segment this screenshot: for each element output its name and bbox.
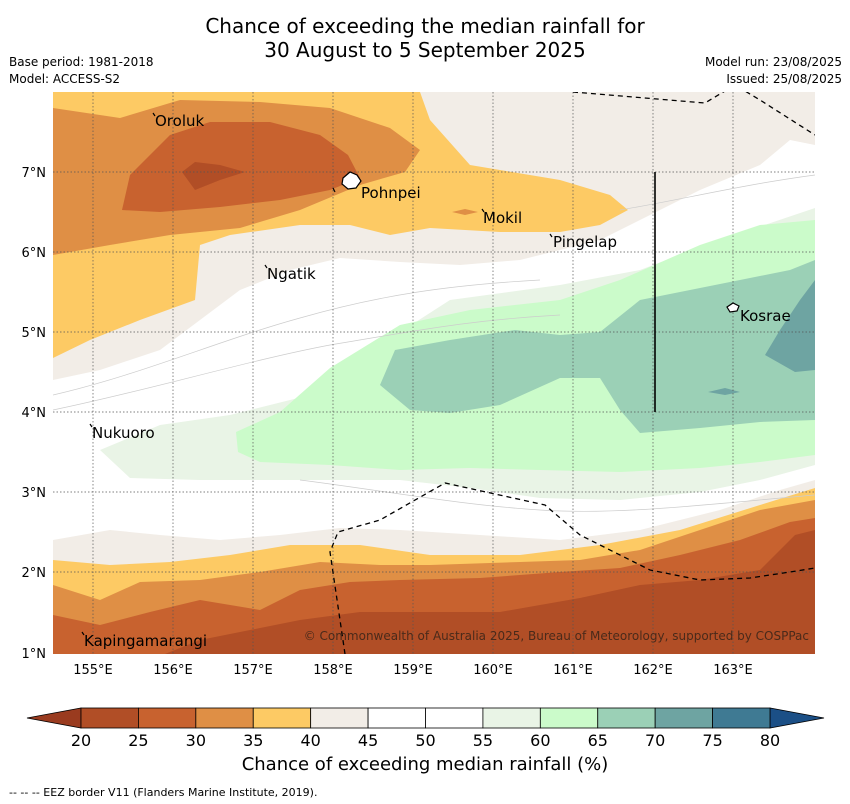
- lat-tick-labels: 1°N 2°N 3°N 4°N 5°N 6°N 7°N: [22, 166, 47, 662]
- model-name: Model: ACCESS-S2: [9, 72, 121, 86]
- contour-north-25: [122, 122, 360, 212]
- contour-mokil-patch: [452, 209, 478, 215]
- colorbar-tick-label: 80: [760, 731, 780, 750]
- colorbar-tick-label: 35: [243, 731, 263, 750]
- contour-lines: [53, 174, 815, 512]
- colorbar-over-arrow: [769, 707, 825, 729]
- place-label-pingelap: Pingelap: [553, 233, 617, 251]
- colorbar-swatch: [597, 707, 656, 729]
- rainfall-field: [53, 92, 815, 654]
- contour-south-20: [165, 530, 815, 654]
- colorbar-tick-label: 50: [415, 731, 435, 750]
- place-label-nukuoro: Nukuoro: [92, 424, 155, 442]
- colorbar-swatch: [252, 707, 312, 729]
- colorbar-tick-label: 45: [358, 731, 378, 750]
- colorbar-tick-label: 75: [702, 731, 722, 750]
- lon-tick-label: 162°E: [633, 663, 673, 678]
- lon-tick-label: 163°E: [713, 663, 753, 678]
- colorbar-under-arrow: [26, 707, 82, 729]
- colorbar-swatch: [80, 707, 139, 729]
- lon-tick-label: 158°E: [313, 663, 353, 678]
- lon-tick-label: 155°E: [73, 663, 113, 678]
- colorbar-tick-label: 60: [530, 731, 550, 750]
- colorbar-tick-label: 25: [128, 731, 148, 750]
- issued-date: Issued: 25/08/2025: [726, 72, 842, 86]
- colorbar-swatch: [654, 707, 713, 729]
- lon-tick-label: 159°E: [393, 663, 433, 678]
- eez-footnote: -- -- -- EEZ border V11 (Flanders Marine…: [9, 786, 318, 799]
- model-run: Model run: 23/08/2025: [704, 55, 842, 69]
- lat-tick-label: 2°N: [22, 566, 47, 581]
- title-line-2: 30 August to 5 September 2025: [264, 38, 586, 62]
- colorbar-swatch: [138, 707, 197, 729]
- eez-borders: [329, 92, 815, 654]
- graticule: [53, 92, 815, 654]
- colorbar: 20 25 30 35 40 45 50 55 60 65 70 75 80: [26, 707, 825, 750]
- colorbar-swatch: [425, 707, 484, 729]
- contour-central-70-small: [708, 388, 740, 395]
- place-markers: [81, 112, 553, 636]
- colorbar-tick-label: 65: [588, 731, 608, 750]
- colorbar-tick-label: 20: [71, 731, 91, 750]
- lat-tick-label: 3°N: [22, 486, 47, 501]
- colorbar-tick-label: 55: [473, 731, 493, 750]
- colorbar-swatch: [310, 707, 369, 729]
- colorbar-swatch: [712, 707, 771, 729]
- lat-tick-label: 1°N: [22, 647, 47, 662]
- lat-tick-label: 5°N: [22, 326, 47, 341]
- colorbar-swatch: [539, 707, 599, 729]
- lat-tick-label: 6°N: [22, 246, 47, 261]
- lon-tick-labels: 155°E 156°E 157°E 158°E 159°E 160°E 161°…: [73, 663, 753, 678]
- colorbar-label: Chance of exceeding median rainfall (%): [241, 754, 609, 775]
- place-label-oroluk: Oroluk: [155, 112, 204, 130]
- place-label-kosrae: Kosrae: [740, 307, 791, 325]
- contour-north-20: [182, 162, 245, 190]
- base-period: Base period: 1981-2018: [9, 55, 154, 69]
- colorbar-swatch: [367, 707, 426, 729]
- meta-left: Base period: 1981-2018 Model: ACCESS-S2: [9, 54, 154, 88]
- place-label-mokil: Mokil: [483, 209, 522, 227]
- colorbar-swatch: [482, 707, 541, 729]
- place-label-kapingamarangi: Kapingamarangi: [84, 632, 207, 650]
- lat-tick-label: 4°N: [22, 406, 47, 421]
- colorbar-swatch: [195, 707, 254, 729]
- colorbar-tick-label: 40: [300, 731, 320, 750]
- contour-central-70: [765, 280, 815, 372]
- lon-tick-label: 157°E: [233, 663, 273, 678]
- lat-tick-label: 7°N: [22, 166, 47, 181]
- meta-right: Model run: 23/08/2025 Issued: 25/08/2025: [705, 54, 842, 88]
- copyright-notice: © Commonwealth of Australia 2025, Bureau…: [304, 629, 809, 643]
- map-title: Chance of exceeding the median rainfall …: [0, 14, 850, 62]
- title-line-1: Chance of exceeding the median rainfall …: [205, 14, 645, 38]
- lon-tick-label: 156°E: [153, 663, 193, 678]
- lon-tick-label: 160°E: [473, 663, 513, 678]
- place-label-pohnpei: Pohnpei: [361, 184, 421, 202]
- place-label-ngatik: Ngatik: [267, 265, 316, 283]
- contour-central-65: [380, 260, 815, 433]
- kosrae-island-icon: [726, 302, 740, 313]
- colorbar-tick-label: 70: [645, 731, 665, 750]
- colorbar-tick-label: 30: [186, 731, 206, 750]
- lon-tick-label: 161°E: [553, 663, 593, 678]
- pohnpei-island-icon: [341, 171, 362, 190]
